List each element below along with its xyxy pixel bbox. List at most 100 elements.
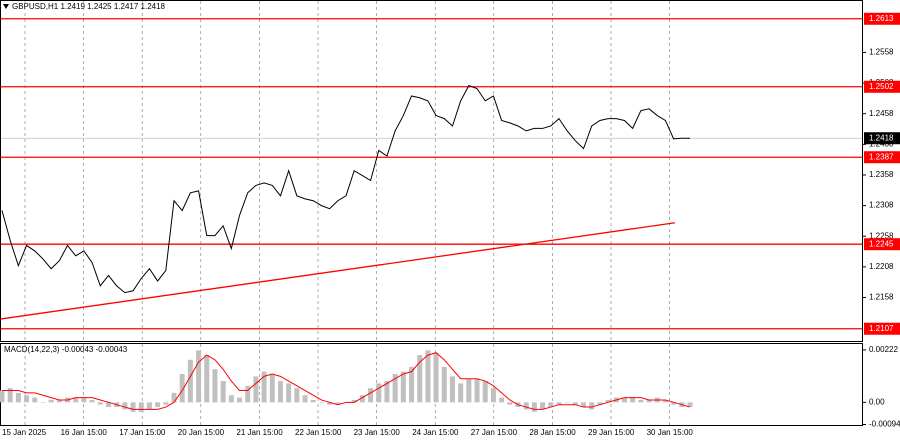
macd-frame: [0, 343, 863, 426]
y-tick-label: 1.2458: [869, 109, 894, 118]
macd-bar: [327, 402, 333, 405]
macd-bar: [376, 383, 382, 403]
macd-bar: [482, 381, 488, 403]
macd-bar: [351, 399, 357, 403]
macd-bar: [138, 402, 144, 412]
x-tick-label: 23 Jan 15:00: [354, 428, 401, 437]
macd-bar: [400, 371, 406, 403]
main-frame: [0, 0, 863, 342]
macd-bar: [564, 402, 570, 403]
y-tick-label: -0.00094: [869, 420, 900, 429]
macd-bar: [220, 381, 226, 403]
macd-bar: [368, 388, 374, 403]
macd-bar: [163, 402, 169, 405]
level-box: [864, 322, 900, 335]
macd-bar: [89, 399, 95, 403]
macd-bar: [187, 359, 193, 403]
level-box: [864, 151, 900, 164]
macd-bar: [425, 350, 431, 403]
macd-bar: [146, 402, 152, 410]
x-tick-label: 16 Jan 15:00: [61, 428, 108, 437]
macd-bar: [630, 397, 636, 403]
macd-bar: [572, 402, 578, 405]
macd-bar: [474, 378, 480, 403]
y-tick-label: 1.2258: [869, 231, 894, 240]
macd-bar: [417, 355, 423, 403]
macd-bar: [253, 376, 259, 403]
macd-bar: [662, 399, 668, 403]
y-tick-label: 1.2158: [869, 293, 894, 302]
macd-bar: [277, 381, 283, 403]
signal-line: [2, 352, 691, 410]
macd-bar: [646, 399, 652, 403]
macd-bar: [73, 397, 79, 403]
y-tick-label: 1.2308: [869, 201, 894, 210]
macd-bar: [392, 373, 398, 403]
level-label: 1.2107: [869, 324, 894, 333]
macd-bar: [409, 366, 415, 403]
y-tick-label: 1.2358: [869, 170, 894, 179]
x-tick-label: 24 Jan 15:00: [412, 428, 459, 437]
macd-bar: [196, 350, 202, 403]
level-box: [864, 80, 900, 93]
macd-bar: [269, 373, 275, 403]
macd-bar: [155, 402, 161, 408]
macd-bar: [7, 388, 13, 403]
x-tick-label: 15 Jan 2025: [2, 428, 47, 437]
macd-bar: [335, 402, 341, 405]
y-tick-label: 1.2558: [869, 48, 894, 57]
macd-bar: [638, 399, 644, 403]
macd-bar: [449, 376, 455, 403]
x-tick-label: 29 Jan 15:00: [588, 428, 635, 437]
macd-bar: [204, 355, 210, 403]
macd-bar: [556, 402, 562, 405]
macd-bar: [97, 402, 103, 405]
macd-bar: [179, 373, 185, 403]
x-tick-label: 17 Jan 15:00: [119, 428, 166, 437]
macd-bar: [15, 392, 21, 403]
macd-bar: [81, 397, 87, 403]
macd-bar: [0, 390, 5, 403]
macd-bar: [40, 402, 46, 403]
title-arrow: [3, 4, 9, 9]
macd-bar: [441, 366, 447, 403]
trendline: [0, 222, 676, 320]
macd-bar: [48, 399, 54, 403]
macd-bar: [523, 402, 529, 410]
price-line: [1, 84, 690, 294]
macd-bar: [384, 381, 390, 403]
chart-title: GBPUSD,H1 1.2419 1.2425 1.2417 1.2418: [12, 2, 166, 11]
macd-bar: [32, 397, 38, 403]
level-label: 1.2245: [869, 239, 894, 248]
macd-bar: [294, 388, 300, 403]
macd-bar: [671, 402, 677, 405]
level-box: [864, 238, 900, 251]
macd-bar: [212, 369, 218, 403]
y-tick-label: 0.00: [869, 397, 885, 406]
macd-bar: [237, 397, 243, 403]
x-tick-label: 20 Jan 15:00: [178, 428, 225, 437]
y-tick-label: 0.00222: [869, 345, 898, 354]
macd-bar: [540, 402, 546, 410]
macd-bar: [359, 395, 365, 403]
macd-bar: [507, 402, 513, 405]
macd-bar: [433, 352, 439, 403]
macd-bar: [56, 399, 62, 403]
macd-bar: [171, 392, 177, 403]
macd-bar: [105, 402, 111, 408]
macd-bar: [24, 395, 30, 403]
macd-bar: [589, 402, 595, 410]
x-tick-label: 30 Jan 15:00: [647, 428, 694, 437]
macd-bar: [228, 395, 234, 403]
macd-bar: [458, 383, 464, 403]
macd-bar: [318, 402, 324, 403]
x-tick-label: 27 Jan 15:00: [471, 428, 518, 437]
macd-bar: [245, 385, 251, 403]
macd-bar: [286, 383, 292, 403]
macd-bar: [531, 402, 537, 412]
macd-bar: [605, 399, 611, 403]
macd-bar: [302, 395, 308, 403]
macd-bar: [310, 399, 316, 403]
macd-bar: [122, 402, 128, 410]
